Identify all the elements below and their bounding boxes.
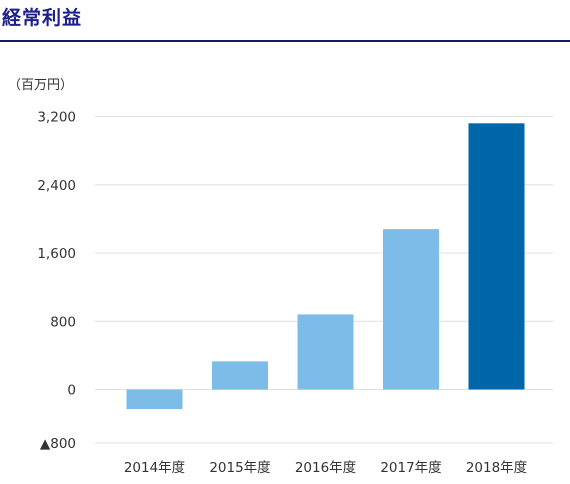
x-tick-label: 2016年度 [295,460,356,476]
chart-title: 経常利益 [2,7,83,29]
bar-2016年度 [297,314,354,390]
y-tick-label: 800 [50,314,76,330]
y-tick-label: 1,600 [37,246,76,262]
y-tick-label: 2,400 [37,178,76,194]
bars [126,123,525,410]
x-tick-label: 2018年度 [466,460,527,476]
bar-2015年度 [212,361,268,390]
y-tick-label: 0 [67,383,76,399]
y-axis-unit-label: （百万円） [8,78,73,93]
x-axis-ticks: 2014年度 2015年度 2016年度 2017年度 2018年度 [124,460,527,476]
x-tick-label: 2017年度 [380,460,441,476]
bar-2017年度 [383,229,439,390]
bar-2014年度 [126,389,183,410]
y-axis-ticks: ▲800 0 800 1,600 2,400 3,200 [37,110,76,453]
x-tick-label: 2014年度 [124,460,185,476]
title-underline [0,40,570,42]
y-tick-label: 3,200 [37,110,76,126]
y-tick-label: ▲800 [40,436,76,452]
x-tick-label: 2015年度 [209,460,270,476]
bar-2018年度 [468,123,525,390]
